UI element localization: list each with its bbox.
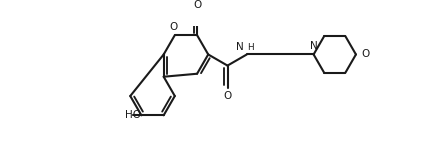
Text: HO: HO [126,110,141,120]
Text: H: H [248,43,254,52]
Text: O: O [361,49,369,60]
Text: O: O [194,0,202,10]
Text: O: O [170,22,178,32]
Text: O: O [223,91,232,101]
Text: N: N [236,42,244,52]
Text: N: N [310,41,317,51]
